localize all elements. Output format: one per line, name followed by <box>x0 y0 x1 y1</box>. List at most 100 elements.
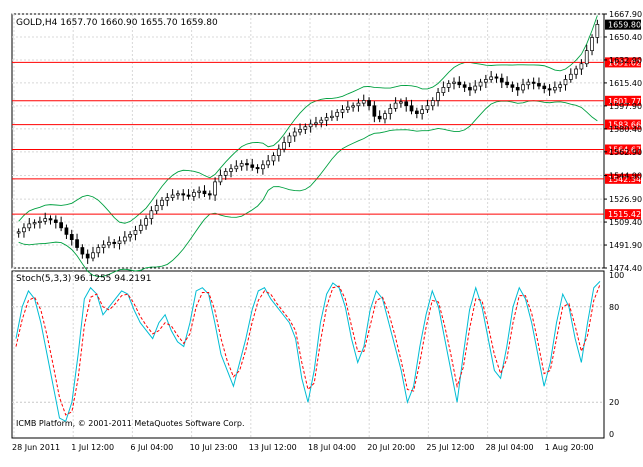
candle-body <box>292 131 297 137</box>
candle-body <box>330 115 334 118</box>
candle-body <box>165 197 170 201</box>
candle-body <box>409 105 414 112</box>
candle-body <box>85 253 90 259</box>
stoch-axis-label: 0 <box>609 430 614 439</box>
candle-body <box>574 68 578 75</box>
price-axis-label: 1544.90 <box>609 171 642 180</box>
candle-body <box>308 123 313 128</box>
candle-body <box>335 111 340 117</box>
candle-body <box>547 88 552 91</box>
candle-body <box>314 122 318 125</box>
time-axis-label: 18 Jul 04:00 <box>308 443 356 452</box>
candle-body <box>75 239 79 248</box>
candle-body <box>489 76 494 80</box>
candle-body <box>446 83 451 88</box>
candle-body <box>38 220 42 223</box>
candle-body <box>43 218 48 222</box>
candle-body <box>372 105 377 117</box>
price-axis-label: 1562.90 <box>609 148 642 157</box>
candle-body <box>399 101 403 104</box>
candle-body <box>154 205 159 212</box>
candle-body <box>367 100 371 107</box>
time-axis-label: 1 Jul 12:00 <box>71 443 114 452</box>
candle-body <box>239 163 244 167</box>
candle-body <box>319 119 324 124</box>
candle-body <box>197 190 202 193</box>
candle-body <box>361 100 366 104</box>
candle-body <box>266 160 271 166</box>
oscillator-panel[interactable] <box>11 270 605 439</box>
candle-body <box>393 102 398 109</box>
price-level-tag <box>605 95 641 106</box>
main-chart-panel[interactable] <box>11 13 605 269</box>
candle-body <box>160 199 164 206</box>
candle-body <box>484 79 488 83</box>
price-level-tag <box>605 57 641 68</box>
candle-body <box>112 241 117 244</box>
stoch-axis-label: 20 <box>609 398 619 407</box>
stoch-axis-label: 80 <box>609 303 619 312</box>
candle-body <box>218 174 223 183</box>
candle-body <box>16 231 21 234</box>
stochastic-label: Stoch(5,3,3) 96.1255 94.2191 <box>16 274 151 284</box>
candle-body <box>478 81 483 87</box>
candle-body <box>584 50 589 65</box>
candle-body <box>234 165 239 170</box>
candle-body <box>298 129 302 133</box>
candle-body <box>441 87 446 93</box>
candle-body <box>303 126 308 130</box>
candle-body <box>436 92 440 101</box>
price-axis-label: 1632.90 <box>609 56 642 65</box>
candle-body <box>515 87 520 91</box>
price-level-label: 1631.02 <box>608 58 641 67</box>
candle-body <box>181 193 186 196</box>
price-axis-label: 1491.90 <box>609 241 642 250</box>
price-level-tag <box>605 144 641 155</box>
price-level-label: 1583.66 <box>608 121 641 130</box>
time-axis-label: 13 Jul 12:00 <box>249 443 297 452</box>
price-axis-label: 1667.90 <box>609 10 642 19</box>
time-axis-label: 20 Jul 20:00 <box>367 443 415 452</box>
candle-body <box>245 163 249 166</box>
price-axis-label: 1597.90 <box>609 102 642 111</box>
candle-body <box>59 222 63 229</box>
candle-body <box>404 101 409 107</box>
candle-body <box>149 210 154 219</box>
candle-body <box>452 81 456 84</box>
price-level-tag <box>605 209 641 220</box>
candle-body <box>170 194 175 198</box>
candle-body <box>537 83 541 87</box>
candle-body <box>117 240 122 244</box>
price-level-tag <box>605 119 641 130</box>
candle-body <box>138 224 143 231</box>
candle-body <box>223 171 228 176</box>
candle-body <box>122 236 127 242</box>
candle-body <box>22 227 26 233</box>
candle-body <box>128 234 132 238</box>
candle-body <box>457 81 462 86</box>
candle-body <box>553 87 557 91</box>
candle-body <box>383 113 387 120</box>
candle-body <box>521 84 525 91</box>
candle-body <box>64 227 69 235</box>
stoch-axis-label: 100 <box>609 271 624 280</box>
price-level-label: 1601.77 <box>608 97 641 106</box>
price-axis-label: 1615.40 <box>609 79 642 88</box>
candle-body <box>282 142 286 150</box>
candle-body <box>351 105 355 108</box>
candle-body <box>287 135 292 143</box>
candle-body <box>542 85 547 90</box>
candle-body <box>202 190 207 195</box>
price-axis-label: 1580.40 <box>609 125 642 134</box>
candle-body <box>505 81 509 86</box>
time-axis-label: 6 Jul 04:00 <box>130 443 173 452</box>
candle-body <box>473 85 478 91</box>
candle-body <box>494 76 499 79</box>
candle-body <box>510 84 515 88</box>
candle-body <box>377 115 382 120</box>
price-axis-label: 1474.40 <box>609 264 642 273</box>
copyright-label: ICMB Platform, © 2001-2011 MetaQuotes So… <box>16 419 245 428</box>
candle-body <box>69 234 74 240</box>
